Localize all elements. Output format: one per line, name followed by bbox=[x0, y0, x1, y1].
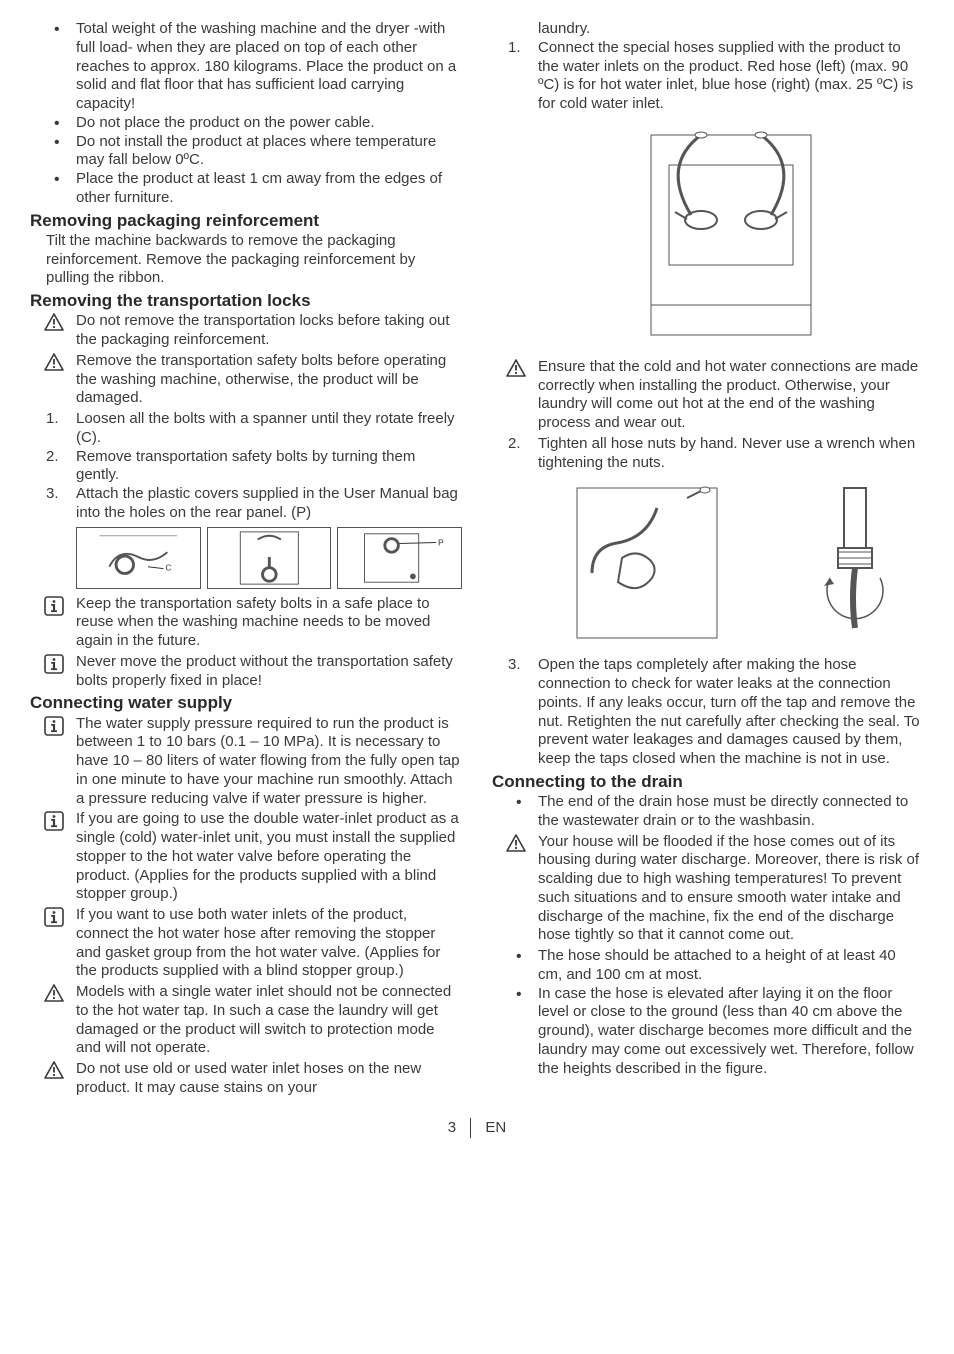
hose-connection-figure bbox=[538, 120, 924, 350]
left-column: Total weight of the washing machine and … bbox=[30, 20, 462, 1100]
warning-item: Do not use old or used water inlet hoses… bbox=[30, 1060, 462, 1098]
warning-text: Models with a single water inlet should … bbox=[76, 983, 451, 1056]
locks-steps: Loosen all the bolts with a spanner unti… bbox=[30, 410, 462, 523]
bullet-item: The hose should be attached to a height … bbox=[492, 947, 924, 985]
warning-icon bbox=[506, 359, 526, 377]
warning-icon bbox=[506, 834, 526, 852]
warning-icon bbox=[44, 984, 64, 1002]
drain-bullets: The end of the drain hose must be direct… bbox=[492, 793, 924, 831]
info-item: The water supply pressure required to ru… bbox=[30, 715, 462, 809]
bullet-item: Total weight of the washing machine and … bbox=[30, 20, 462, 114]
page-footer: 3 EN bbox=[30, 1118, 924, 1138]
warning-icon bbox=[44, 313, 64, 331]
bullet-item: Do not install the product at places whe… bbox=[30, 133, 462, 171]
water-steps-3: Open the taps completely after making th… bbox=[492, 656, 924, 769]
warning-icon bbox=[44, 353, 64, 371]
heading-removing-packaging: Removing packaging reinforcement bbox=[30, 210, 462, 231]
step-item: Tighten all hose nuts by hand. Never use… bbox=[492, 435, 924, 473]
info-item: Keep the transportation safety bolts in … bbox=[30, 595, 462, 651]
info-icon bbox=[44, 811, 64, 831]
svg-text:P: P bbox=[438, 537, 444, 547]
svg-text:C: C bbox=[165, 562, 171, 572]
page-lang: EN bbox=[485, 1118, 506, 1135]
info-text: If you are going to use the double water… bbox=[76, 810, 459, 902]
locks-figure: C P bbox=[76, 527, 462, 589]
right-column: laundry. Connect the special hoses suppl… bbox=[492, 20, 924, 1100]
warning-item: Models with a single water inlet should … bbox=[30, 983, 462, 1058]
info-icon bbox=[44, 716, 64, 736]
warning-item: Your house will be flooded if the hose c… bbox=[492, 833, 924, 946]
info-text: Keep the transportation safety bolts in … bbox=[76, 595, 430, 650]
info-text: If you want to use both water inlets of … bbox=[76, 906, 440, 979]
warning-text: Ensure that the cold and hot water conne… bbox=[538, 358, 918, 431]
warning-text: Do not use old or used water inlet hoses… bbox=[76, 1060, 421, 1096]
info-item: If you want to use both water inlets of … bbox=[30, 906, 462, 981]
step-item: Loosen all the bolts with a spanner unti… bbox=[30, 410, 462, 448]
bullet-item: Do not place the product on the power ca… bbox=[30, 114, 462, 133]
water-steps-2: Tighten all hose nuts by hand. Never use… bbox=[492, 435, 924, 473]
locks-figure-panel-mid bbox=[207, 527, 332, 589]
tighten-nuts-figure bbox=[538, 478, 924, 648]
heading-connecting-water: Connecting water supply bbox=[30, 692, 462, 713]
warning-text: Remove the transportation safety bolts b… bbox=[76, 352, 446, 407]
warning-item: Do not remove the transportation locks b… bbox=[30, 312, 462, 350]
warning-text: Your house will be flooded if the hose c… bbox=[538, 833, 919, 944]
water-steps-1: Connect the special hoses supplied with … bbox=[492, 39, 924, 114]
info-icon bbox=[44, 596, 64, 616]
step-item: Open the taps completely after making th… bbox=[492, 656, 924, 769]
heading-connecting-drain: Connecting to the drain bbox=[492, 771, 924, 792]
bullet-item: Place the product at least 1 cm away fro… bbox=[30, 170, 462, 208]
step-item: Remove transportation safety bolts by tu… bbox=[30, 448, 462, 486]
bullet-item: In case the hose is elevated after layin… bbox=[492, 985, 924, 1079]
continuation-text: laundry. bbox=[492, 20, 924, 39]
heading-removing-locks: Removing the transportation locks bbox=[30, 290, 462, 311]
two-column-layout: Total weight of the washing machine and … bbox=[30, 20, 924, 1100]
removing-packaging-body: Tilt the machine backwards to remove the… bbox=[30, 232, 462, 288]
info-text: The water supply pressure required to ru… bbox=[76, 715, 460, 807]
step-item: Connect the special hoses supplied with … bbox=[492, 39, 924, 114]
footer-separator bbox=[470, 1118, 471, 1138]
info-item: If you are going to use the double water… bbox=[30, 810, 462, 904]
locks-figure-panel-p: P bbox=[337, 527, 462, 589]
info-text: Never move the product without the trans… bbox=[76, 653, 453, 689]
step-item: Attach the plastic covers supplied in th… bbox=[30, 485, 462, 523]
info-icon bbox=[44, 907, 64, 927]
warning-item: Remove the transportation safety bolts b… bbox=[30, 352, 462, 408]
warning-item: Ensure that the cold and hot water conne… bbox=[492, 358, 924, 433]
bullet-item: The end of the drain hose must be direct… bbox=[492, 793, 924, 831]
warning-icon bbox=[44, 1061, 64, 1079]
drain-bullets-2: The hose should be attached to a height … bbox=[492, 947, 924, 1078]
warning-text: Do not remove the transportation locks b… bbox=[76, 312, 450, 348]
page-number: 3 bbox=[448, 1118, 456, 1135]
info-icon bbox=[44, 654, 64, 674]
info-item: Never move the product without the trans… bbox=[30, 653, 462, 691]
placement-bullets: Total weight of the washing machine and … bbox=[30, 20, 462, 208]
locks-figure-panel-c: C bbox=[76, 527, 201, 589]
